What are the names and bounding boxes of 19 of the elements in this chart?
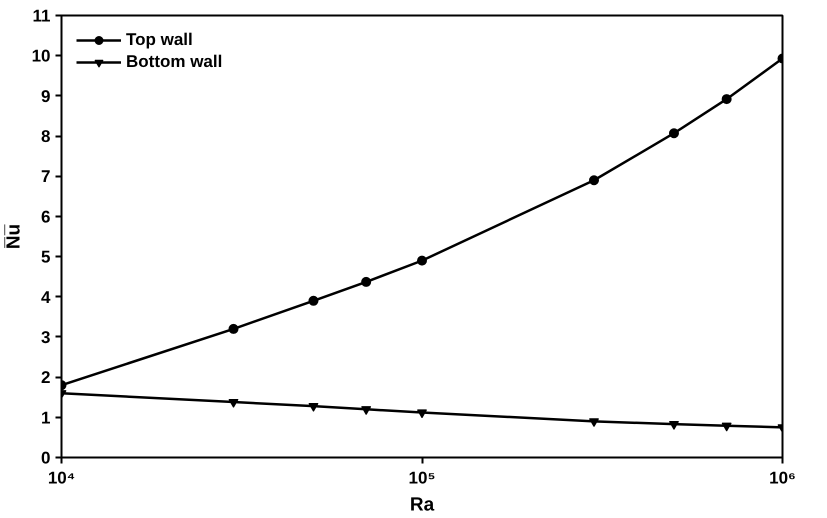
- y-tick-label: 8: [41, 127, 51, 146]
- y-tick-label: 0: [41, 448, 51, 468]
- y-tick-label: 4: [41, 288, 52, 307]
- legend-label: Bottom wall: [126, 52, 222, 72]
- y-tick-label: 6: [41, 207, 51, 226]
- y-tick-label: 10: [32, 46, 51, 66]
- y-tick-label: 2: [41, 368, 51, 388]
- y-axis-title: N̅u̅: [4, 224, 25, 250]
- x-axis-title: Ra: [410, 494, 435, 516]
- x-tick-label: 10⁵: [408, 468, 436, 488]
- y-tick-label: 3: [41, 328, 51, 347]
- x-tick-label: 10⁶: [769, 468, 796, 488]
- y-tick-label: 7: [41, 167, 51, 186]
- y-tick-label: 5: [41, 248, 51, 267]
- y-tick-label: 11: [32, 6, 51, 26]
- y-tick-label: 9: [41, 86, 51, 106]
- x-tick-label: 10⁴: [48, 468, 76, 488]
- y-tick-label: 1: [41, 408, 51, 428]
- legend-label: Top wall: [126, 30, 193, 50]
